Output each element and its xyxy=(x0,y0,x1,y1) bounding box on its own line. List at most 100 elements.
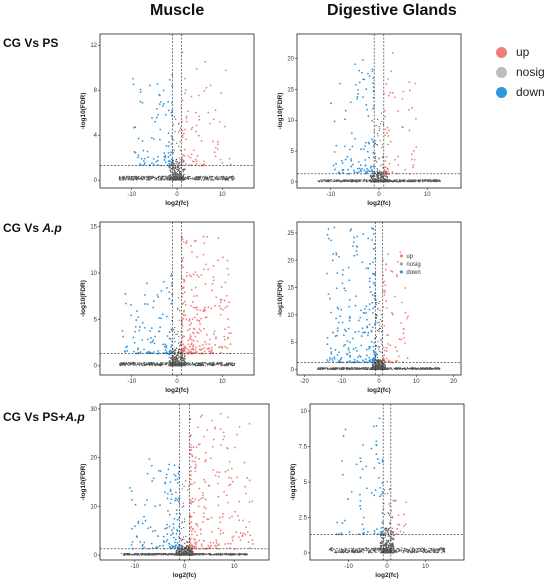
point-nosig xyxy=(172,179,175,181)
point-nosig xyxy=(233,178,235,180)
point-nosig xyxy=(427,180,429,182)
point-up xyxy=(212,279,215,282)
point-nosig xyxy=(179,178,181,180)
point-nosig xyxy=(177,330,179,333)
point-down xyxy=(331,357,333,360)
point-nosig xyxy=(413,179,415,181)
point-nosig xyxy=(179,360,181,362)
point-nosig xyxy=(211,179,213,181)
point-nosig xyxy=(224,553,226,555)
point-nosig xyxy=(366,179,368,181)
point-up xyxy=(194,335,197,338)
point-nosig xyxy=(398,368,400,370)
inset-legend-label: down xyxy=(406,270,420,276)
point-up xyxy=(209,84,212,87)
point-nosig xyxy=(366,180,368,182)
point-up xyxy=(204,306,206,309)
point-nosig xyxy=(135,176,137,178)
point-nosig xyxy=(145,552,147,555)
point-nosig xyxy=(201,363,204,365)
point-up xyxy=(408,89,411,92)
point-nosig xyxy=(125,179,127,181)
point-down xyxy=(359,355,362,358)
point-nosig xyxy=(179,141,181,143)
point-up xyxy=(391,270,394,273)
point-nosig xyxy=(368,179,370,182)
point-down xyxy=(368,308,371,311)
point-nosig xyxy=(227,553,229,555)
point-nosig xyxy=(124,362,126,364)
point-down xyxy=(368,170,371,173)
point-nosig xyxy=(231,177,233,179)
point-down xyxy=(167,109,170,112)
point-nosig xyxy=(173,167,175,169)
point-nosig xyxy=(349,180,351,182)
point-nosig xyxy=(375,178,377,180)
point-down xyxy=(124,292,127,295)
point-nosig xyxy=(375,155,377,158)
point-nosig xyxy=(382,123,385,126)
point-nosig xyxy=(175,360,178,362)
point-nosig xyxy=(180,159,183,161)
point-nosig xyxy=(375,304,377,306)
point-nosig xyxy=(218,178,220,180)
point-nosig xyxy=(139,362,141,364)
point-nosig xyxy=(330,367,332,370)
point-nosig xyxy=(162,179,165,181)
point-nosig xyxy=(174,130,176,133)
point-nosig xyxy=(164,363,166,365)
point-down xyxy=(164,155,167,157)
point-nosig xyxy=(218,363,220,365)
point-nosig xyxy=(381,120,383,123)
point-nosig xyxy=(178,177,180,179)
point-up xyxy=(184,77,186,80)
point-up xyxy=(220,351,222,354)
legend-swatch-nosig xyxy=(496,66,507,78)
point-down xyxy=(347,172,350,175)
point-up xyxy=(210,350,212,353)
point-nosig xyxy=(378,181,380,183)
point-up xyxy=(391,311,393,314)
point-down xyxy=(348,319,351,322)
point-down xyxy=(163,152,166,154)
point-nosig xyxy=(142,176,144,178)
point-nosig xyxy=(320,368,322,371)
point-nosig xyxy=(380,176,382,179)
point-nosig xyxy=(228,177,230,180)
point-nosig xyxy=(371,368,374,370)
point-nosig xyxy=(379,123,382,125)
point-nosig xyxy=(429,179,431,181)
point-nosig xyxy=(196,176,198,178)
point-nosig xyxy=(175,347,178,349)
point-nosig xyxy=(379,363,381,366)
point-nosig xyxy=(169,362,171,364)
point-nosig xyxy=(175,363,177,365)
point-nosig xyxy=(119,176,121,178)
point-nosig xyxy=(386,176,388,179)
point-up xyxy=(189,156,192,159)
point-down xyxy=(149,341,152,344)
point-down xyxy=(171,293,174,296)
point-nosig xyxy=(378,171,381,173)
point-down xyxy=(344,289,347,292)
point-down xyxy=(151,117,153,119)
point-down xyxy=(160,317,162,320)
point-down xyxy=(163,345,166,348)
point-down xyxy=(349,229,352,232)
point-nosig xyxy=(374,152,376,154)
point-down xyxy=(173,536,175,539)
point-nosig xyxy=(330,181,332,183)
point-down xyxy=(338,351,340,354)
point-down xyxy=(154,529,157,532)
point-up xyxy=(408,81,411,84)
point-down xyxy=(170,534,172,536)
point-nosig xyxy=(370,180,373,182)
point-down xyxy=(332,253,335,255)
point-down xyxy=(139,541,142,543)
point-nosig xyxy=(225,176,227,178)
point-nosig xyxy=(243,554,245,556)
point-up xyxy=(182,286,185,289)
point-nosig xyxy=(186,549,188,551)
point-up xyxy=(191,345,194,348)
point-nosig xyxy=(221,553,223,556)
